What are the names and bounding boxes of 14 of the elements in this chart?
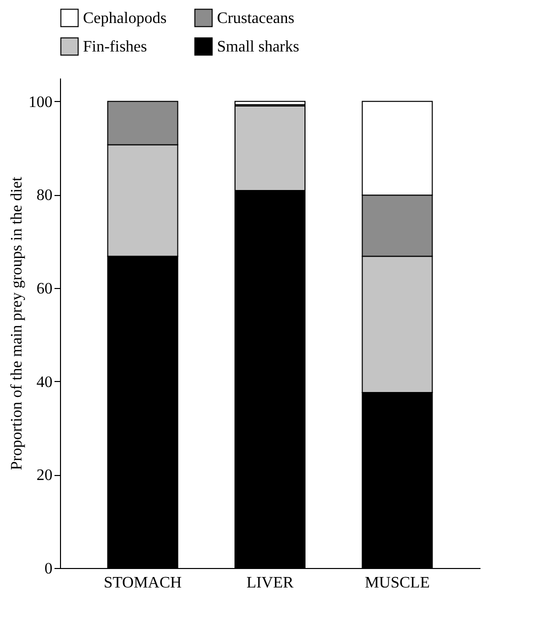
x-tick-label: MUSCLE xyxy=(364,574,430,592)
y-tick-label: 40 xyxy=(36,374,52,391)
y-tick-label: 60 xyxy=(36,280,52,298)
x-tick-label: STOMACH xyxy=(104,574,182,592)
legend-label: Crustaceans xyxy=(217,10,294,27)
x-tick-label: LIVER xyxy=(246,574,294,592)
legend-label: Cephalopods xyxy=(83,10,167,27)
y-axis-title: Proportion of the main prey groups in the diet xyxy=(8,176,26,470)
y-tick-label: 80 xyxy=(36,187,52,204)
legend-label: Small sharks xyxy=(217,38,300,56)
y-tick-label: 100 xyxy=(28,94,52,111)
y-tick-label: 0 xyxy=(44,560,52,578)
y-tick-label: 20 xyxy=(36,467,52,484)
legend-label: Fin-fishes xyxy=(83,38,147,56)
